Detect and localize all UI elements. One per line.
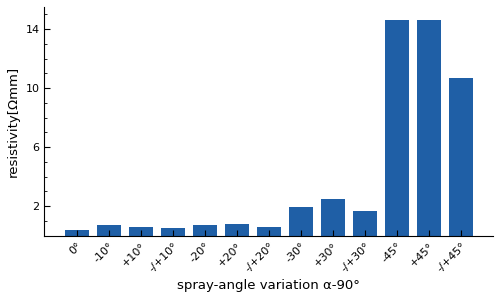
Y-axis label: resistivity[Ωmm]: resistivity[Ωmm] <box>7 66 20 177</box>
Bar <box>416 20 440 236</box>
Bar <box>65 230 89 236</box>
Bar <box>448 78 472 236</box>
Bar <box>193 225 217 236</box>
Bar <box>161 228 185 236</box>
Bar <box>97 225 121 236</box>
Bar <box>320 199 344 236</box>
Bar <box>289 207 312 236</box>
Bar <box>257 228 281 236</box>
Bar <box>225 224 249 236</box>
Bar <box>384 20 408 236</box>
Bar <box>129 227 153 236</box>
X-axis label: spray-angle variation α-90°: spray-angle variation α-90° <box>178 279 360 292</box>
Bar <box>352 211 376 236</box>
